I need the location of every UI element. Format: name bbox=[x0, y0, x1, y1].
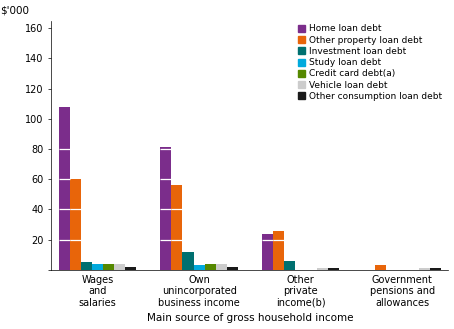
Bar bbox=[70, 179, 81, 270]
Bar bbox=[216, 264, 227, 270]
Bar bbox=[328, 268, 340, 270]
Bar bbox=[171, 185, 183, 270]
Bar bbox=[375, 265, 385, 270]
X-axis label: Main source of gross household income: Main source of gross household income bbox=[147, 314, 353, 323]
Bar bbox=[227, 267, 238, 270]
Bar bbox=[273, 231, 284, 270]
Text: $'000: $'000 bbox=[0, 6, 29, 16]
Bar bbox=[193, 265, 205, 270]
Bar bbox=[103, 264, 114, 270]
Bar bbox=[419, 268, 430, 270]
Bar bbox=[92, 264, 103, 270]
Bar bbox=[262, 234, 273, 270]
Bar bbox=[59, 107, 70, 270]
Bar bbox=[205, 264, 216, 270]
Bar bbox=[114, 264, 125, 270]
Bar bbox=[183, 252, 193, 270]
Bar bbox=[317, 268, 328, 270]
Bar bbox=[81, 262, 92, 270]
Bar bbox=[125, 267, 136, 270]
Legend: Home loan debt, Other property loan debt, Investment loan debt, Study loan debt,: Home loan debt, Other property loan debt… bbox=[296, 23, 444, 103]
Bar bbox=[430, 268, 441, 270]
Bar bbox=[284, 261, 295, 270]
Bar bbox=[160, 147, 171, 270]
